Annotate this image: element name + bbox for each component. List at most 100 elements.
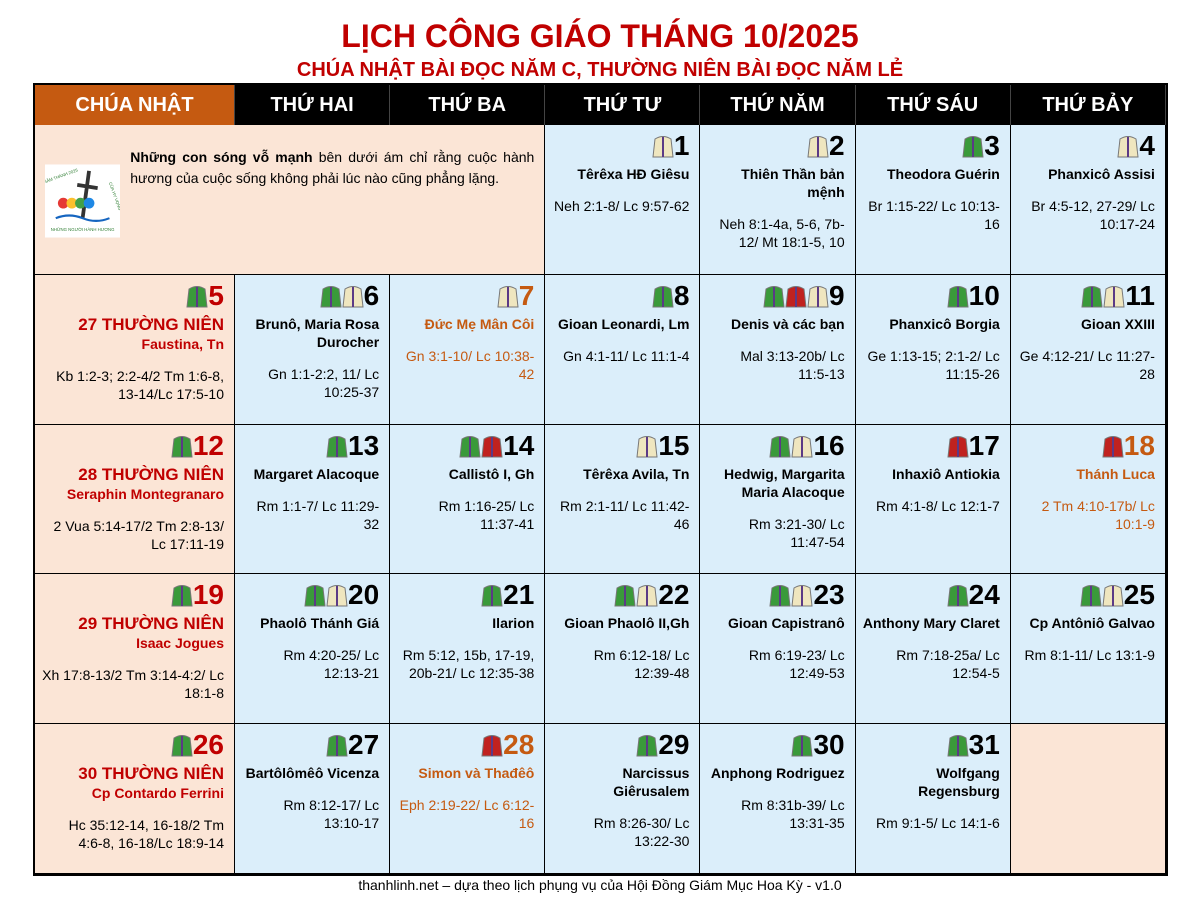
vestment-icon xyxy=(652,136,674,158)
intro-bold: Những con sóng vỗ mạnh xyxy=(130,149,313,165)
saint: Gioan Phaolô II,Gh xyxy=(564,615,690,632)
day-cell: 8 Gioan Leonardi, Lm Gn 4:1-11/ Lc 11:1-4 xyxy=(545,274,701,425)
day-number: 5 xyxy=(208,279,224,311)
vestment-icon xyxy=(769,435,792,458)
intro-body: bên dưới ám chỉ rằng cuộc hành hương của… xyxy=(130,149,535,186)
saint: Têrêxa Avila, Tn xyxy=(583,465,690,482)
day-cell: 15 Têrêxa Avila, Tn Rm 2:1-11/ Lc 11:42-46 xyxy=(545,424,701,575)
day-number: 29 xyxy=(658,729,690,761)
day-cell: 19 29 THƯỜNG NIÊN Isaac Jogues Xh 17:8-13/2… xyxy=(35,574,235,725)
vestment-icon xyxy=(807,285,829,308)
readings: Eph 2:19-22/ Lc 6:12-16 xyxy=(399,797,535,832)
readings: Rm 3:21-30/ Lc 11:47-54 xyxy=(748,515,845,550)
day-cell: 22 Gioan Phaolô II,Gh Rm 6:12-18/ Lc 12:39… xyxy=(545,574,701,725)
vestment-icon xyxy=(304,585,326,607)
day-cell: 30 Anphong Rodriguez Rm 8:31b-39/ Lc 13:31… xyxy=(700,724,856,874)
readings: Neh 8:1-4a, 5-6, 7b-12/ Mt 18:1-5, 10 xyxy=(719,216,845,250)
vestment-icon xyxy=(481,435,503,458)
logo-figure xyxy=(75,197,86,209)
sunday-name: 27 THƯỜNG NIÊN xyxy=(78,314,224,334)
vestment-icon xyxy=(326,585,348,607)
day-number: 30 xyxy=(813,729,845,761)
day-cell: 25 Cp Antôniô Galvao Rm 8:1-11/ Lc 13:1-9 xyxy=(1010,574,1166,725)
vestment-icon xyxy=(947,585,969,607)
vestment-icon xyxy=(636,585,658,607)
readings: Rm 6:19-23/ Lc 12:49-53 xyxy=(748,647,845,682)
vestment-icon xyxy=(497,285,519,308)
readings: Rm 2:1-11/ Lc 11:42-46 xyxy=(560,497,690,532)
day-row: 17 xyxy=(862,430,1000,461)
day-cell: 26 30 THƯỜNG NIÊN Cp Contardo Ferrini Hc 35… xyxy=(35,724,235,874)
day-number: 11 xyxy=(1125,279,1155,311)
day-cell: 10 Phanxicô Borgia Ge 1:13-15; 2:1-2/ Lc 1… xyxy=(855,274,1011,425)
readings: Xh 17:8-13/2 Tm 3:14-4:2/ Lc 18:1-8 xyxy=(42,667,224,702)
day-number: 27 xyxy=(348,729,380,761)
day-number: 14 xyxy=(503,429,535,461)
day-row: 19 xyxy=(41,580,224,610)
day-number: 8 xyxy=(673,279,690,311)
day-cell: 4 Phanxicô Assisi Br 4:5-12, 27-29/ Lc 10:… xyxy=(1010,125,1166,275)
day-row: 6 xyxy=(241,280,379,311)
saint: Phanxicô Borgia xyxy=(889,315,1000,332)
vestment-icon xyxy=(481,585,503,607)
day-row: 15 xyxy=(551,430,689,461)
vestment-icon xyxy=(1080,585,1102,607)
day-cell: 13 Margaret Alacoque Rm 1:1-7/ Lc 11:29-32 xyxy=(235,424,391,575)
day-number: 12 xyxy=(192,429,224,461)
saint: Simon và Thađêô xyxy=(418,765,535,782)
readings: Rm 9:1-5/ Lc 14:1-6 xyxy=(876,815,1000,832)
day-cell: 5 27 THƯỜNG NIÊN Faustina, Tn Kb 1:2-3; 2:2… xyxy=(35,274,235,425)
day-row: 23 xyxy=(706,579,845,611)
readings: Mal 3:13-20b/ Lc 11:5-13 xyxy=(740,347,845,382)
vestment-icon xyxy=(1103,285,1125,308)
readings: Rm 5:12, 15b, 17-19, 20b-21/ Lc 12:35-38 xyxy=(402,647,535,682)
day-cell: 11 Gioan XXIII Ge 4:12-21/ Lc 11:27-28 xyxy=(1010,274,1166,425)
vestment-icon xyxy=(791,735,814,757)
weekday-header: THỨ BA xyxy=(390,85,546,125)
vestment-icon xyxy=(1117,136,1139,158)
saint: Ilarion xyxy=(492,615,535,632)
day-row: 11 xyxy=(1017,279,1155,311)
day-cell: 20 Phaolô Thánh Giá Rm 4:20-25/ Lc 12:13-2… xyxy=(235,574,391,725)
readings: Neh 2:1-8/ Lc 9:57-62 xyxy=(554,198,690,214)
vestment-icon xyxy=(769,585,792,607)
saint: Faustina, Tn xyxy=(141,335,224,352)
day-number: 7 xyxy=(518,279,535,311)
day-number: 2 xyxy=(829,130,845,161)
day-row: 20 xyxy=(241,580,379,610)
title: LỊCH CÔNG GIÁO THÁNG 10/2025 xyxy=(341,18,859,54)
day-number: 9 xyxy=(829,279,845,311)
day-number: 22 xyxy=(658,579,690,611)
readings: Rm 8:1-11/ Lc 13:1-9 xyxy=(1024,647,1155,664)
day-cell: 27 Bartôlômêô Vicenza Rm 8:12-17/ Lc 13:10… xyxy=(235,724,391,874)
readings: Rm 4:1-8/ Lc 12:1-7 xyxy=(876,497,1000,514)
readings: 2 Vua 5:14-17/2 Tm 2:8-13/ Lc 17:11-19 xyxy=(53,517,224,552)
day-row: 12 xyxy=(41,429,224,461)
vestment-icon xyxy=(320,285,342,308)
saint: Anphong Rodriguez xyxy=(710,765,845,782)
vestment-icon xyxy=(636,735,658,757)
vestment-icon xyxy=(1081,285,1103,308)
day-number: 4 xyxy=(1139,130,1155,161)
vestment-icon xyxy=(1102,435,1124,458)
saint: Isaac Jogues xyxy=(136,635,224,652)
saint: Anthony Mary Claret xyxy=(862,615,1000,632)
day-row: 7 xyxy=(396,279,535,311)
readings: 2 Tm 4:10-17b/ Lc 10:1-9 xyxy=(1041,497,1155,532)
day-number: 21 xyxy=(503,579,535,611)
vestment-icon xyxy=(186,285,208,308)
day-row: 28 xyxy=(396,730,534,760)
day-row: 26 xyxy=(41,730,224,760)
day-cell xyxy=(1010,724,1166,874)
readings: Rm 8:31b-39/ Lc 13:31-35 xyxy=(741,797,845,832)
saint: Denis và các bạn xyxy=(731,315,845,332)
day-number: 23 xyxy=(813,579,845,611)
vestment-icon xyxy=(636,435,658,458)
day-number: 3 xyxy=(984,130,1000,161)
vestment-icon xyxy=(326,735,348,757)
vestment-icon xyxy=(481,735,503,757)
vestment-icon xyxy=(791,585,814,607)
readings: Gn 1:1-2:2, 11/ Lc 10:25-37 xyxy=(268,365,380,400)
day-row: 1 xyxy=(551,131,689,161)
day-cell: 17 Inhaxiô Antiokia Rm 4:1-8/ Lc 12:1-7 xyxy=(855,424,1011,575)
